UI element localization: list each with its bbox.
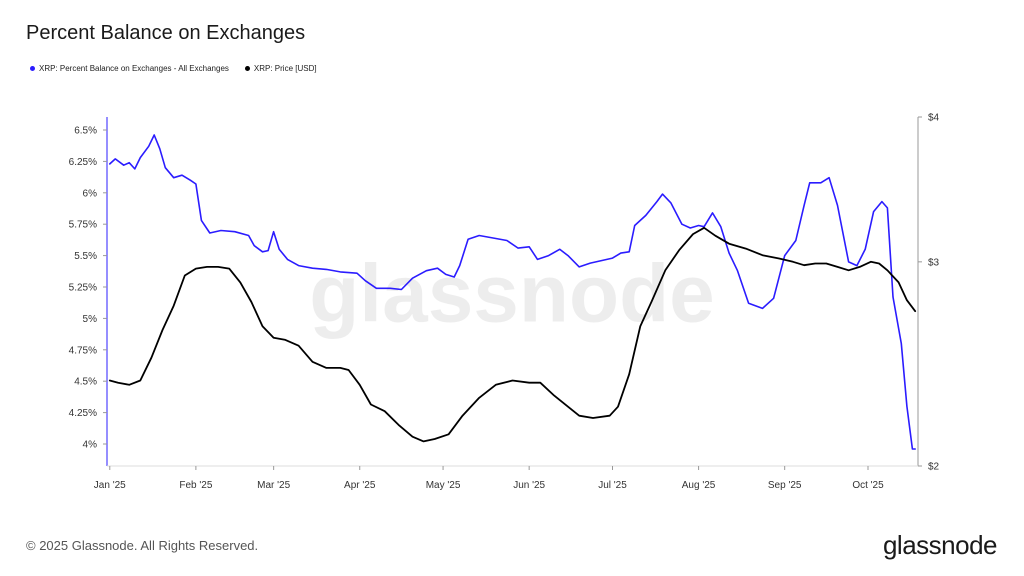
chart-lines[interactable] (108, 134, 917, 450)
x-tick-label: Apr '25 (344, 480, 376, 491)
left-tick-label: 6.25% (69, 157, 97, 168)
x-tick-label: Jan '25 (94, 480, 126, 491)
chart-legend: XRP: Percent Balance on Exchanges - All … (30, 64, 317, 73)
x-tick-label: Jun '25 (513, 480, 545, 491)
left-tick-label: 5.75% (69, 220, 97, 231)
balance-line[interactable] (109, 134, 917, 450)
watermark-text: glassnode (309, 249, 715, 340)
left-tick-label: 4.25% (69, 408, 97, 419)
legend-label-balance: XRP: Percent Balance on Exchanges - All … (39, 64, 229, 73)
legend-item-price[interactable]: XRP: Price [USD] (244, 64, 317, 73)
x-tick-label: May '25 (426, 480, 461, 491)
page-title: Percent Balance on Exchanges (26, 22, 306, 44)
glassnode-logo[interactable]: glassnode (882, 530, 998, 560)
right-tick-label: $3 (928, 257, 940, 268)
right-tick-label: $4 (928, 113, 940, 124)
legend-item-balance[interactable]: XRP: Percent Balance on Exchanges - All … (30, 64, 229, 73)
right-tick-label: $2 (928, 462, 940, 473)
left-tick-label: 4.5% (74, 377, 97, 388)
x-tick-label: Jul '25 (598, 480, 627, 491)
x-tick-label: Oct '25 (852, 480, 884, 491)
left-tick-label: 5.25% (69, 283, 97, 294)
x-tick-label: Sep '25 (768, 480, 802, 491)
price-line[interactable] (108, 226, 917, 443)
left-tick-label: 5.5% (74, 251, 97, 262)
left-tick-label: 6.5% (74, 126, 97, 137)
copyright-text: © 2025 Glassnode. All Rights Reserved. (26, 538, 259, 553)
legend-label-price: XRP: Price [USD] (253, 64, 317, 73)
left-tick-label: 4% (83, 440, 98, 451)
x-tick-label: Aug '25 (682, 480, 716, 491)
chart-axes (106, 117, 919, 467)
legend-dot-balance (30, 66, 35, 71)
x-tick-label: Mar '25 (257, 480, 290, 491)
left-tick-label: 4.75% (69, 345, 97, 356)
left-tick-label: 6% (83, 188, 98, 199)
left-tick-label: 5% (83, 314, 98, 325)
x-tick-label: Feb '25 (179, 480, 212, 491)
legend-dot-price (244, 66, 250, 71)
chart-ticks: 4% 4.25% 4.5% 4.75% 5% 5.25% 5.5% 5.75% 6% 6.25% 6… (69, 113, 940, 492)
